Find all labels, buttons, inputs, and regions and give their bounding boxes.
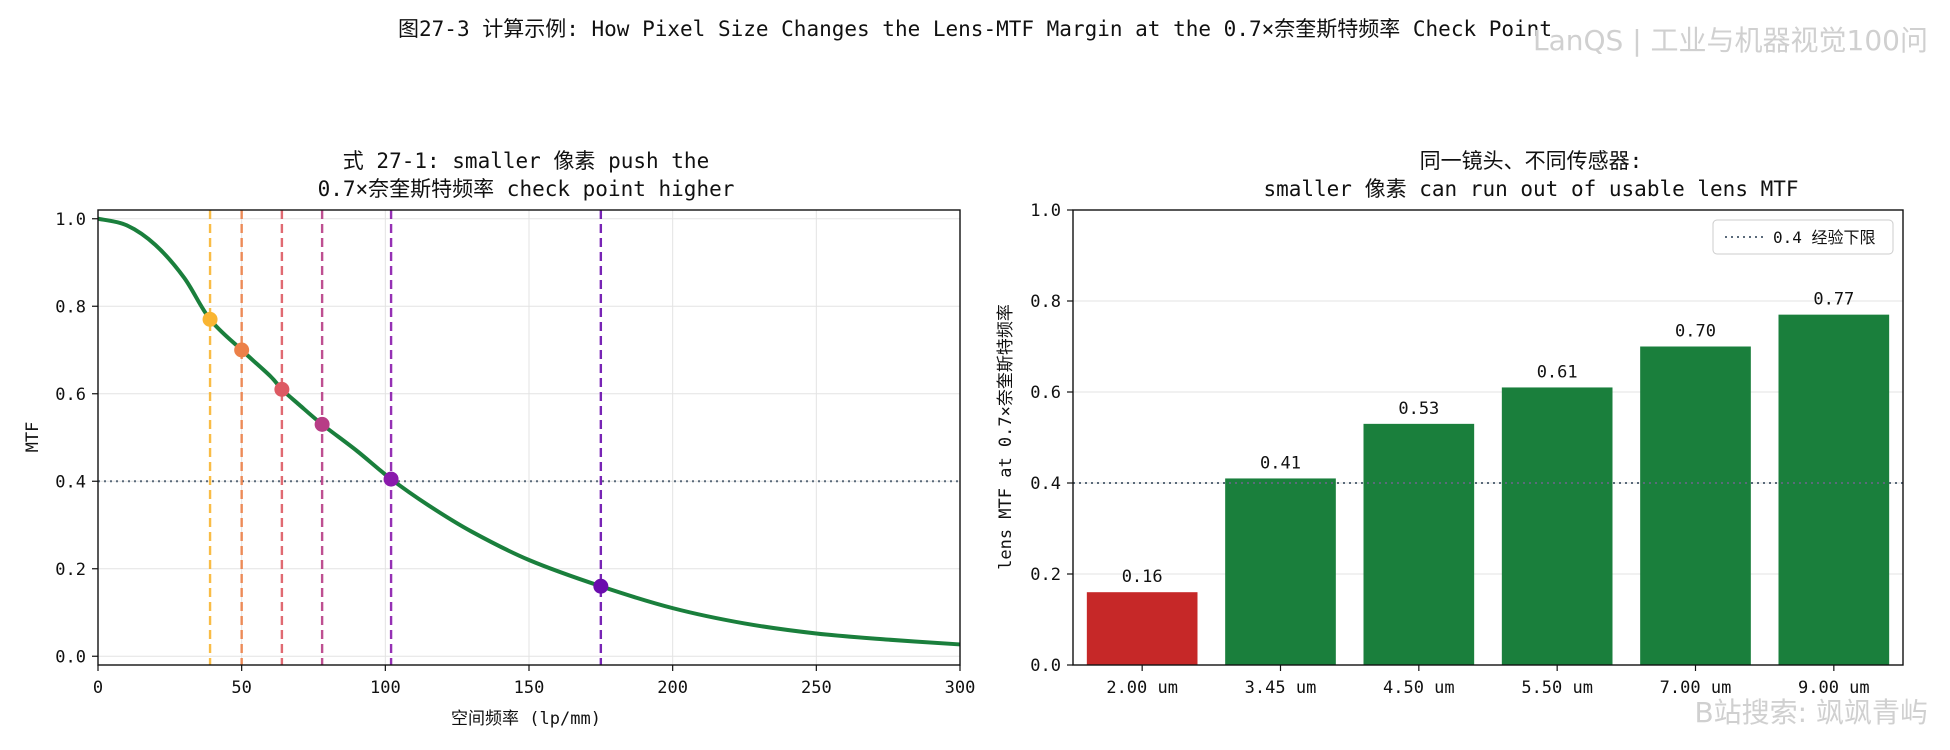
bar-value-label: 0.41 bbox=[1260, 453, 1301, 473]
right-x-tick-label: 3.45 um bbox=[1245, 678, 1317, 698]
right-x-tick-label: 2.00 um bbox=[1106, 678, 1178, 698]
left-y-tick-label: 0.8 bbox=[55, 297, 86, 317]
check-point-marker bbox=[383, 471, 399, 487]
right-plot-frame bbox=[1072, 209, 1904, 666]
right-y-tick-label: 0.6 bbox=[1030, 383, 1061, 403]
right-y-tick-label: 0.2 bbox=[1030, 565, 1061, 585]
left-chart-title-line1: 式 27-1: smaller 像素 push the bbox=[343, 149, 709, 173]
check-point-marker bbox=[274, 381, 290, 397]
left-x-tick-label: 200 bbox=[657, 678, 688, 698]
left-x-tick-label: 300 bbox=[945, 678, 976, 698]
check-point-marker bbox=[314, 416, 330, 432]
left-chart-title-line2: 0.7×奈奎斯特频率 check point higher bbox=[318, 177, 735, 201]
left-y-tick-label: 0.2 bbox=[55, 560, 86, 580]
left-x-tick-label: 50 bbox=[231, 678, 251, 698]
left-y-tick-label: 0.4 bbox=[55, 472, 86, 492]
right-x-tick-label: 5.50 um bbox=[1521, 678, 1593, 698]
figure-title: 图27-3 计算示例: How Pixel Size Changes the L… bbox=[398, 17, 1552, 41]
right-x-tick-label: 9.00 um bbox=[1798, 678, 1870, 698]
left-x-tick-label: 250 bbox=[801, 678, 832, 698]
right-chart-title-line2: smaller 像素 can run out of usable lens MT… bbox=[1263, 177, 1798, 201]
bar-value-label: 0.70 bbox=[1675, 322, 1716, 342]
left-x-tick-label: 0 bbox=[93, 678, 103, 698]
watermark-bottom: B站搜索: 飒飒青屿 bbox=[1694, 696, 1928, 729]
check-point-marker bbox=[593, 578, 609, 594]
left-x-tick-label: 100 bbox=[370, 678, 401, 698]
bar-value-label: 0.77 bbox=[1813, 290, 1854, 310]
mtf-curve-line bbox=[97, 216, 961, 647]
left-x-tick-label: 150 bbox=[514, 678, 545, 698]
left-x-axis-label: 空间频率 (lp/mm) bbox=[451, 709, 601, 729]
right-y-tick-label: 0.8 bbox=[1030, 292, 1061, 312]
left-y-tick-label: 1.0 bbox=[55, 210, 86, 230]
left-y-tick-label: 0.6 bbox=[55, 385, 86, 405]
right-legend: 0.4 经验下限 bbox=[1712, 219, 1894, 255]
left-y-tick-label: 0.0 bbox=[55, 647, 86, 667]
bar bbox=[1640, 346, 1751, 665]
right-y-axis-label: lens MTF at 0.7×奈奎斯特频率 bbox=[996, 304, 1016, 570]
bar-value-label: 0.61 bbox=[1537, 362, 1578, 382]
right-chart-title-line1: 同一镜头、不同传感器: bbox=[1420, 149, 1643, 173]
watermark-top: LanQS | 工业与机器视觉100问 bbox=[1533, 24, 1928, 57]
bar-value-label: 0.16 bbox=[1122, 567, 1163, 587]
bar-value-label: 0.53 bbox=[1398, 399, 1439, 419]
legend-box bbox=[1712, 219, 1894, 255]
mtf-curve-chart: 式 27-1: smaller 像素 push the 0.7×奈奎斯特频率 c… bbox=[23, 149, 975, 729]
bar bbox=[1363, 423, 1475, 665]
check-point-marker bbox=[202, 311, 218, 327]
bar bbox=[1225, 478, 1336, 665]
right-y-tick-label: 1.0 bbox=[1030, 201, 1061, 221]
right-x-tick-label: 4.50 um bbox=[1383, 678, 1455, 698]
right-x-tick-label: 7.00 um bbox=[1660, 678, 1732, 698]
bar-chart: 同一镜头、不同传感器: smaller 像素 can run out of us… bbox=[996, 149, 1904, 698]
bar bbox=[1501, 387, 1613, 665]
left-y-axis-label: MTF bbox=[23, 422, 43, 453]
right-y-tick-label: 0.0 bbox=[1030, 656, 1061, 676]
right-y-tick-label: 0.4 bbox=[1030, 474, 1061, 494]
bar bbox=[1778, 314, 1890, 665]
check-point-marker bbox=[234, 342, 250, 358]
legend-threshold-label: 0.4 经验下限 bbox=[1773, 228, 1876, 247]
bar bbox=[1086, 592, 1198, 665]
